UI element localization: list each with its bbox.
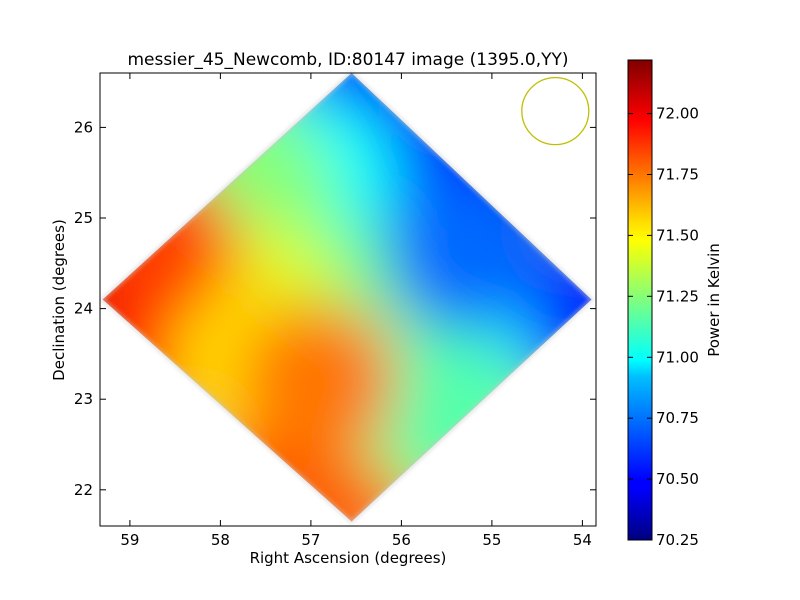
colorbar-label: Power in Kelvin [705, 243, 723, 357]
chart-title: messier_45_Newcomb, ID:80147 image (1395… [127, 50, 568, 70]
x-tick-label: 54 [573, 531, 592, 549]
colorbar-tick-label: 71.25 [656, 287, 699, 305]
beam-marker [521, 76, 590, 146]
heatmap-sample [386, 176, 543, 333]
x-tick-label: 55 [482, 531, 501, 549]
colorbar-tick-label: 72.00 [656, 105, 699, 123]
colorbar-tick-label: 71.00 [656, 348, 699, 366]
y-tick-label: 22 [74, 481, 93, 499]
colorbar-tick-label: 70.75 [656, 409, 699, 427]
y-tick-label: 23 [74, 390, 93, 408]
y-tick-label: 26 [74, 118, 93, 136]
plot-frame [99, 72, 597, 527]
footprint-outline [101, 71, 593, 523]
colorbar-tick-label: 70.50 [656, 470, 699, 488]
colorbar: 72.00 71.75 71.50 71.25 71.00 70.75 70.50 70.25… [627, 59, 723, 549]
colorbar-tick-label: 71.50 [656, 226, 699, 244]
x-tick-label: 56 [392, 531, 411, 549]
x-tick-label: 59 [120, 531, 139, 549]
heatmap-image [101, 71, 593, 523]
x-tick-label: 58 [211, 531, 230, 549]
y-tick-label: 25 [74, 209, 93, 227]
colorbar-ticks: 72.00 71.75 71.50 71.25 71.00 70.75 70.50 70.25 [628, 105, 699, 549]
y-axis-label: Declination (degrees) [50, 219, 68, 381]
colorbar-gradient [627, 59, 653, 541]
x-axis-label: Right Ascension (degrees) [250, 549, 447, 567]
x-tick-label: 57 [301, 531, 320, 549]
heatmap-field [102, 73, 592, 522]
y-tick-label: 24 [74, 300, 93, 318]
colorbar-tick-label: 70.25 [656, 531, 699, 549]
y-axis-ticks: 22 23 24 25 26 [74, 118, 596, 499]
x-axis-ticks: 59 58 57 56 55 54 [120, 73, 592, 549]
colorbar-tick-label: 71.75 [656, 166, 699, 184]
heatmap-sample [241, 303, 398, 459]
